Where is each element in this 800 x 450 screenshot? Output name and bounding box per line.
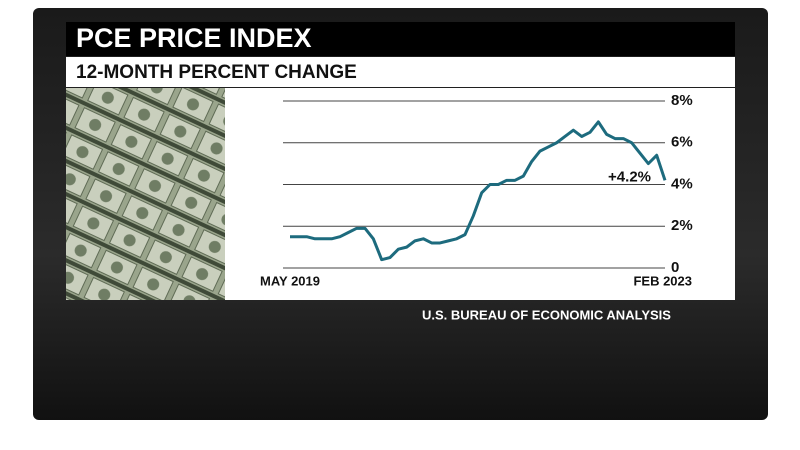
source: U.S. BUREAU OF ECONOMIC ANALYSIS [422, 307, 671, 322]
money-image [66, 88, 225, 300]
y-tick-label: 8% [671, 92, 693, 109]
y-tick-label: 2% [671, 217, 693, 234]
y-tick-label: 6% [671, 134, 693, 151]
annotation: +4.2% [608, 168, 651, 185]
title-bar [66, 22, 735, 56]
line [290, 120, 667, 262]
x-tick-label: FEB 2023 [633, 273, 692, 288]
subtitle-bar [66, 57, 735, 87]
subtitle: 12-MONTH PERCENT CHANGE [76, 62, 357, 83]
title: PCE PRICE INDEX [76, 23, 312, 53]
y-tick-label: 0 [671, 259, 679, 276]
x-tick-label: MAY 2019 [260, 273, 320, 288]
y-tick-label: 4% [671, 175, 693, 192]
